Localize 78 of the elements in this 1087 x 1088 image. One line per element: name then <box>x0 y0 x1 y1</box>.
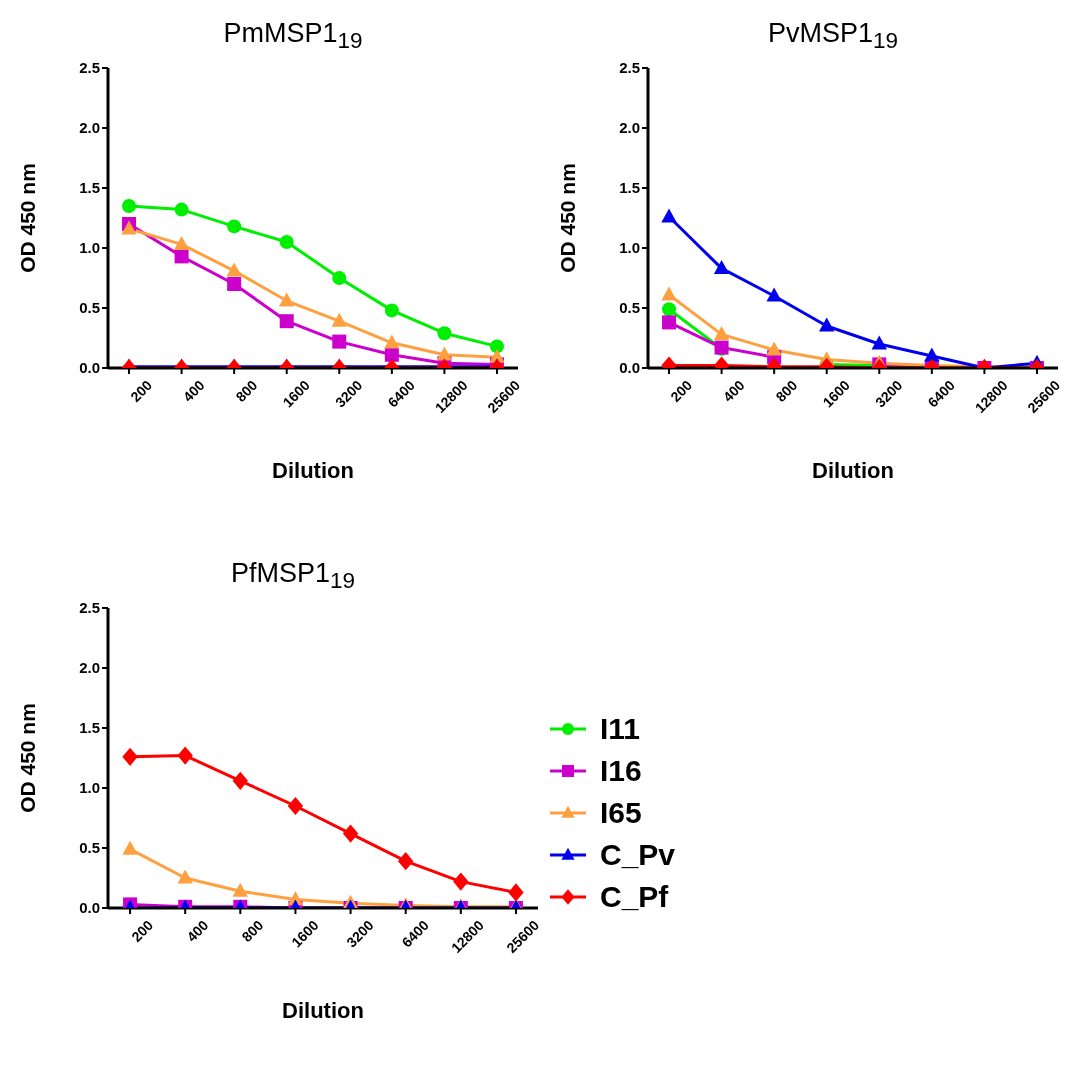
y-axis-title: OD 450 nm <box>556 163 580 273</box>
point <box>279 314 294 329</box>
y-tick-label: 0.0 <box>79 899 100 917</box>
chart-title: PmMSP1$_{19}$ <box>222 18 364 56</box>
point <box>384 303 399 318</box>
y-tick-label: 0.5 <box>79 839 100 857</box>
x-tick-label: 400 <box>183 917 212 946</box>
point <box>177 746 193 765</box>
y-tick-label: 0.0 <box>619 359 640 377</box>
point <box>122 199 137 213</box>
y-tick-label: 2.0 <box>79 119 100 137</box>
point <box>174 249 189 264</box>
y-tick-label: 2.5 <box>619 59 640 77</box>
point <box>122 747 138 766</box>
point <box>227 219 242 234</box>
point <box>713 326 730 340</box>
point <box>232 882 249 897</box>
legend-label: C_Pf <box>600 880 669 914</box>
x-axis-title: Dilution <box>812 458 894 483</box>
point <box>871 335 887 350</box>
point <box>436 346 453 361</box>
y-tick-label: 1.5 <box>79 179 100 197</box>
x-tick-label: 800 <box>238 917 267 946</box>
y-tick-label: 2.0 <box>619 119 640 137</box>
point <box>279 292 295 307</box>
point <box>766 341 782 356</box>
point <box>332 334 347 349</box>
point <box>661 286 677 301</box>
x-axis-title: Dilution <box>272 458 354 483</box>
y-tick-label: 0.5 <box>79 299 100 317</box>
y-tick-label: 1.0 <box>79 779 100 797</box>
x-tick-label: 200 <box>127 377 156 406</box>
y-tick-label: 1.0 <box>619 239 640 257</box>
point <box>924 347 940 362</box>
y-tick-label: 2.0 <box>79 659 100 677</box>
point <box>174 202 189 217</box>
legend-label: I65 <box>600 796 642 830</box>
x-tick-label: 400 <box>720 377 749 406</box>
chart-title: PfMSP1$_{19}$ <box>229 558 357 596</box>
y-tick-label: 2.5 <box>79 59 100 77</box>
point <box>384 347 399 362</box>
x-tick-label: 200 <box>128 917 157 946</box>
point <box>331 312 347 327</box>
point <box>227 277 242 291</box>
legend-label: I11 <box>600 712 641 746</box>
y-tick-label: 1.5 <box>619 179 640 197</box>
x-tick-label: 800 <box>772 377 801 406</box>
point <box>122 840 138 855</box>
y-tick-label: 0.5 <box>619 299 640 317</box>
point <box>489 339 504 354</box>
point <box>177 869 193 884</box>
point <box>766 287 782 302</box>
point <box>287 796 304 816</box>
y-tick-label: 1.5 <box>79 719 100 737</box>
point <box>332 271 347 285</box>
y-axis-title: OD 450 nm <box>16 163 40 273</box>
y-tick-label: 1.0 <box>79 239 100 257</box>
point <box>437 326 452 341</box>
point <box>342 824 359 843</box>
y-axis-title: OD 450 nm <box>16 703 40 813</box>
point <box>226 262 242 277</box>
point <box>384 334 400 349</box>
y-tick-label: 0.0 <box>79 359 100 377</box>
point <box>661 208 677 223</box>
chart-title: PvMSP1$_{19}$ <box>766 18 900 56</box>
x-tick-label: 800 <box>232 377 261 406</box>
point <box>232 771 249 790</box>
point <box>819 317 835 332</box>
point <box>713 260 730 274</box>
y-tick-label: 2.5 <box>79 599 100 617</box>
x-tick-label: 400 <box>180 377 209 406</box>
x-tick-label: 200 <box>667 377 696 406</box>
x-axis-title: Dilution <box>282 998 364 1023</box>
legend-label: I16 <box>600 754 642 788</box>
point <box>121 220 137 235</box>
legend-label: C_Pv <box>600 838 676 872</box>
point <box>279 235 294 249</box>
point <box>173 236 190 250</box>
